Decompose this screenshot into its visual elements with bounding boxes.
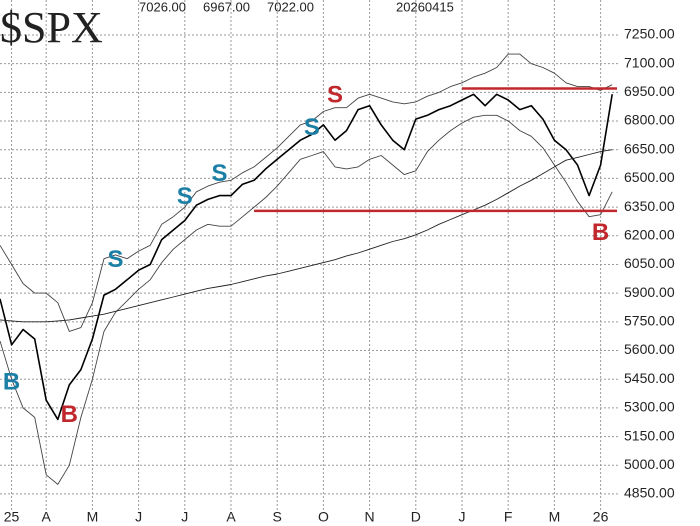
y-tick-label: 5600.00 <box>624 341 675 357</box>
x-tick-label: 26 <box>593 509 609 525</box>
grid <box>0 0 620 510</box>
signal-marker: B <box>592 219 609 246</box>
signal-marker: S <box>177 183 193 210</box>
x-tick-label: J <box>181 509 188 525</box>
y-tick-label: 6200.00 <box>624 226 675 242</box>
x-tick-label: S <box>273 509 282 525</box>
y-tick-label: 6350.00 <box>624 198 675 214</box>
chart-title: $SPX <box>0 3 103 52</box>
x-tick-label: O <box>318 509 329 525</box>
quote-date: 20260415 <box>396 0 454 14</box>
y-tick-label: 4850.00 <box>624 485 675 501</box>
y-tick-label: 5000.00 <box>624 456 675 472</box>
signal-marker: S <box>304 114 320 141</box>
y-tick-label: 6650.00 <box>624 140 675 156</box>
indicator-line <box>0 149 613 323</box>
x-tick-label: J <box>459 509 466 525</box>
x-tick-label: M <box>87 509 99 525</box>
x-tick-label: 25 <box>4 509 20 525</box>
x-tick-label: M <box>549 509 561 525</box>
signal-marker: S <box>107 246 123 273</box>
indicator-line <box>0 53 613 332</box>
x-tick-label: A <box>42 509 52 525</box>
quote-close: 7022.00 <box>267 0 314 14</box>
y-tick-label: 5900.00 <box>624 284 675 300</box>
y-tick-label: 5750.00 <box>624 313 675 329</box>
signal-marker: S <box>327 82 343 109</box>
y-tick-label: 7100.00 <box>624 54 675 70</box>
labels: 4850.00 5000.00 5150.00 5300.00 5450.00 5600.… <box>3 26 675 525</box>
y-tick-label: 6950.00 <box>624 83 675 99</box>
y-tick-label: 5150.00 <box>624 427 675 443</box>
x-tick-label: A <box>226 509 236 525</box>
quote-open: 7026.00 <box>139 0 186 14</box>
signal-marker: B <box>61 401 78 428</box>
quote-low: 6967.00 <box>203 0 250 14</box>
plot <box>0 53 617 485</box>
y-tick-label: 7250.00 <box>624 26 675 42</box>
x-tick-label: D <box>411 509 421 525</box>
indicator-line <box>0 114 613 485</box>
y-tick-label: 5300.00 <box>624 399 675 415</box>
signal-marker: S <box>211 160 227 187</box>
y-tick-label: 5450.00 <box>624 370 675 386</box>
x-tick-label: N <box>365 509 375 525</box>
y-tick-label: 6500.00 <box>624 169 675 185</box>
x-tick-label: J <box>135 509 142 525</box>
price-line <box>0 93 613 421</box>
signal-marker: B <box>3 368 20 395</box>
y-tick-label: 6800.00 <box>624 112 675 128</box>
y-tick-label: 6050.00 <box>624 255 675 271</box>
x-tick-label: F <box>504 509 513 525</box>
